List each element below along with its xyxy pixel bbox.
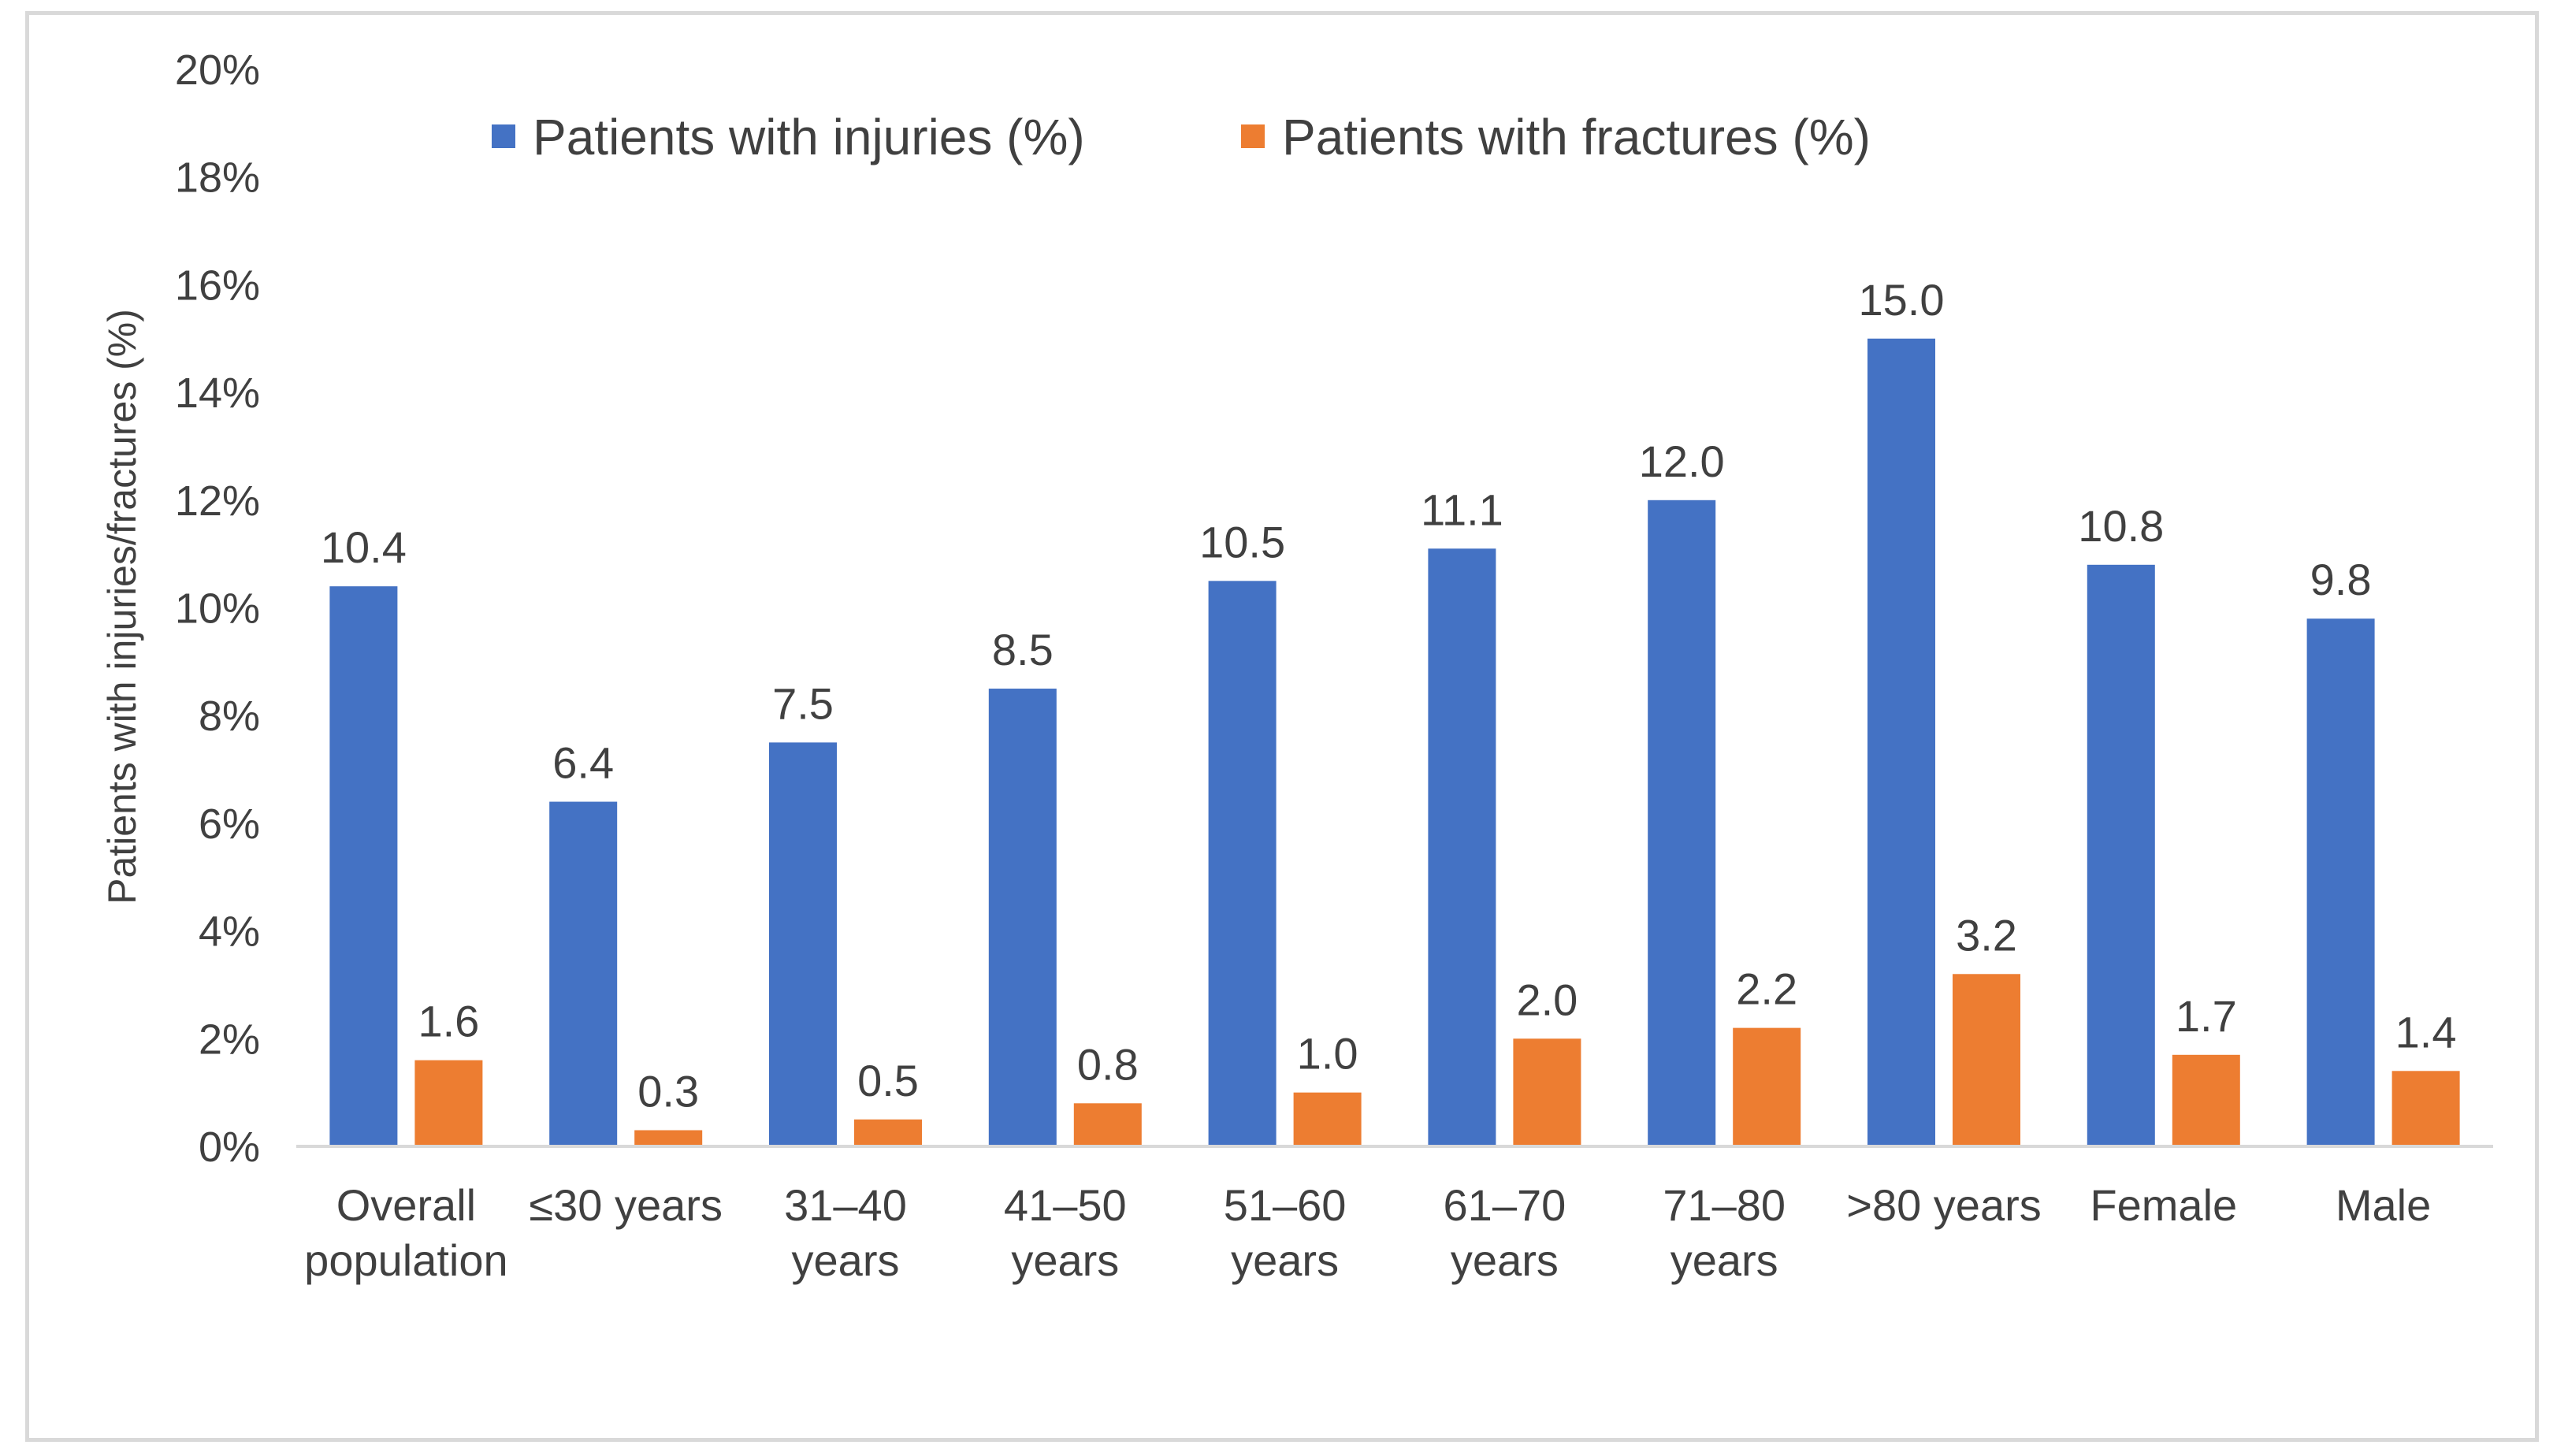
bar-fractures bbox=[414, 1060, 483, 1146]
y-axis-ticks: 0% 2% 4% 6% 8% 10% 12% 14% 16% 18% 20% bbox=[175, 46, 260, 1171]
data-label-injuries: 10.5 bbox=[1199, 517, 1285, 566]
y-tick-label: 8% bbox=[199, 693, 260, 740]
x-category-label: 31–40 bbox=[784, 1180, 907, 1230]
data-label-fractures: 2.0 bbox=[1516, 975, 1578, 1024]
bar-fractures bbox=[634, 1130, 703, 1146]
y-tick-label: 6% bbox=[199, 800, 260, 848]
x-category-label: years bbox=[792, 1235, 900, 1285]
bar-injuries bbox=[549, 801, 618, 1146]
x-category-label: 51–60 bbox=[1224, 1180, 1347, 1230]
data-label-fractures: 1.0 bbox=[1297, 1029, 1358, 1079]
data-label-fractures: 1.4 bbox=[2395, 1007, 2457, 1057]
bar-fractures bbox=[2391, 1071, 2460, 1146]
y-tick-label: 0% bbox=[199, 1124, 260, 1171]
bar-injuries bbox=[2087, 564, 2155, 1146]
bar-injuries bbox=[1648, 500, 1716, 1146]
data-label-injuries: 7.5 bbox=[772, 678, 834, 728]
y-tick-label: 18% bbox=[175, 154, 260, 202]
data-label-fractures: 1.7 bbox=[2176, 991, 2237, 1041]
data-label-injuries: 8.5 bbox=[992, 625, 1054, 674]
data-labels: 10.4 1.6 6.4 0.3 7.5 0.5 8.5 0.8 10.5 1.0 11.1 2.0 1… bbox=[321, 275, 2457, 1116]
y-axis-title: Patients with injuries/fractures (%) bbox=[100, 309, 144, 904]
bar-injuries bbox=[988, 689, 1057, 1146]
y-tick-label: 4% bbox=[199, 908, 260, 956]
x-category-label: years bbox=[1231, 1235, 1339, 1285]
bar-injuries bbox=[1867, 338, 1935, 1146]
x-category-label: years bbox=[1671, 1235, 1778, 1285]
data-label-injuries: 9.8 bbox=[2310, 555, 2372, 604]
bar-injuries bbox=[329, 586, 398, 1146]
data-label-injuries: 10.8 bbox=[2078, 501, 2164, 551]
y-tick-label: 20% bbox=[175, 46, 260, 94]
legend-swatch-fractures bbox=[1241, 124, 1265, 148]
x-category-label: Overall bbox=[336, 1180, 476, 1230]
y-tick-label: 12% bbox=[175, 477, 260, 525]
x-category-label: 41–50 bbox=[1004, 1180, 1127, 1230]
x-category-label: ≤30 years bbox=[529, 1180, 723, 1230]
y-tick-label: 10% bbox=[175, 585, 260, 633]
data-label-fractures: 0.5 bbox=[857, 1056, 919, 1105]
x-category-label: Male bbox=[2336, 1180, 2431, 1230]
bar-fractures bbox=[1953, 974, 2020, 1146]
x-category-label: population bbox=[304, 1235, 507, 1285]
data-label-fractures: 0.8 bbox=[1077, 1039, 1139, 1089]
x-category-label: 71–80 bbox=[1663, 1180, 1786, 1230]
bar-fractures bbox=[2172, 1054, 2240, 1146]
x-category-label: 61–70 bbox=[1444, 1180, 1566, 1230]
x-category-label: Female bbox=[2090, 1180, 2237, 1230]
legend: Patients with injuries (%) Patients with… bbox=[492, 109, 1871, 165]
x-category-label: years bbox=[1011, 1235, 1119, 1285]
data-label-injuries: 10.4 bbox=[321, 522, 407, 572]
data-label-injuries: 11.1 bbox=[1421, 485, 1503, 534]
y-tick-label: 14% bbox=[175, 370, 260, 417]
data-label-fractures: 1.6 bbox=[418, 997, 479, 1046]
bar-fractures bbox=[1293, 1092, 1362, 1146]
x-category-label: years bbox=[1451, 1235, 1559, 1285]
bar-injuries bbox=[769, 742, 837, 1146]
legend-swatch-injuries bbox=[492, 124, 515, 148]
bar-fractures bbox=[1733, 1027, 1801, 1146]
data-label-injuries: 12.0 bbox=[1639, 436, 1725, 486]
bar-fractures bbox=[1073, 1103, 1142, 1146]
y-tick-label: 2% bbox=[199, 1016, 260, 1063]
bar-fractures bbox=[854, 1119, 922, 1146]
bar-injuries bbox=[2306, 618, 2375, 1146]
y-tick-label: 16% bbox=[175, 262, 260, 309]
legend-label-injuries: Patients with injuries (%) bbox=[533, 109, 1085, 165]
x-category-label: >80 years bbox=[1846, 1180, 2042, 1230]
bars bbox=[329, 338, 2460, 1146]
data-label-fractures: 3.2 bbox=[1956, 910, 2017, 960]
data-label-injuries: 6.4 bbox=[552, 738, 614, 788]
bar-injuries bbox=[1208, 581, 1277, 1146]
data-label-injuries: 15.0 bbox=[1859, 275, 1945, 325]
bar-fractures bbox=[1513, 1038, 1581, 1146]
bar-injuries bbox=[1428, 548, 1496, 1146]
legend-label-fractures: Patients with fractures (%) bbox=[1282, 109, 1871, 165]
data-label-fractures: 0.3 bbox=[637, 1066, 699, 1116]
data-label-fractures: 2.2 bbox=[1736, 964, 1797, 1014]
